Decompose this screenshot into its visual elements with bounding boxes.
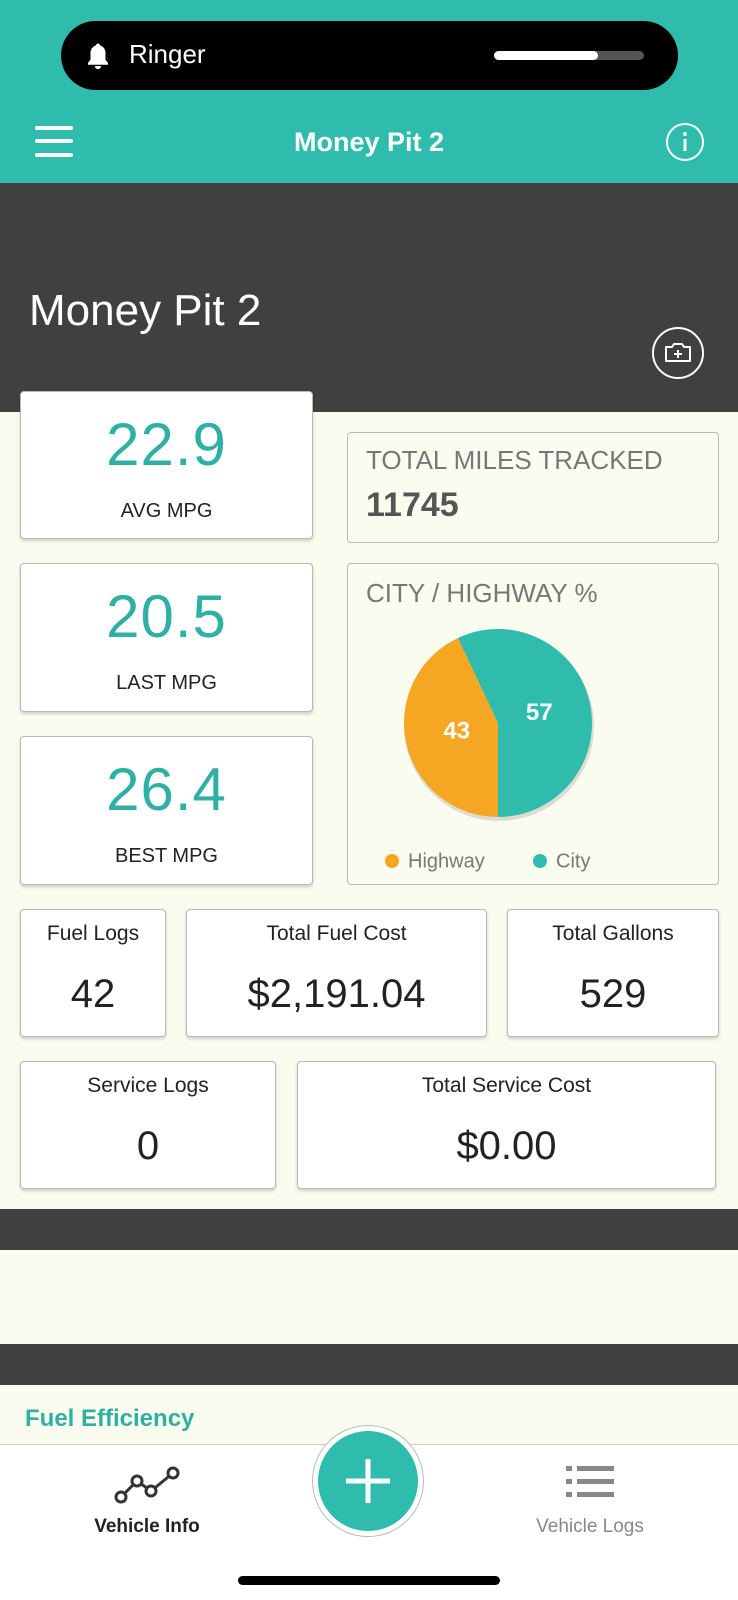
section-title: Fuel Efficiency <box>25 1405 195 1432</box>
nav-label[interactable]: Vehicle Logs <box>536 1516 644 1537</box>
mpg-card: 22.9 AVG MPG <box>20 391 313 539</box>
slice-label: 43 <box>443 718 470 745</box>
summary-value: 0 <box>136 1124 160 1168</box>
mpg-label: LAST MPG <box>116 672 217 694</box>
legend-dot <box>385 854 399 868</box>
divider-band <box>0 1344 738 1385</box>
volume-level <box>494 51 598 60</box>
summary-value: 42 <box>70 972 116 1016</box>
ringer-label: Ringer <box>129 39 206 69</box>
summary-value: 529 <box>579 972 647 1016</box>
miles-panel: TOTAL MILES TRACKED 11745 <box>347 432 719 543</box>
summary-label: Service Logs <box>87 1074 209 1097</box>
vehicle-info-icon[interactable] <box>113 1465 181 1505</box>
pie-chart: 43 57 Highway City <box>385 629 594 872</box>
pie-slice <box>457 629 593 817</box>
vehicle-name: Money Pit 2 <box>29 286 262 335</box>
summary-value: $0.00 <box>456 1124 557 1168</box>
mpg-card: 26.4 BEST MPG <box>20 736 313 885</box>
summary-card: Total Service Cost $0.00 <box>297 1061 716 1189</box>
summary-card: Total Fuel Cost $2,191.04 <box>186 909 487 1037</box>
summary-label: Total Service Cost <box>421 1074 592 1097</box>
header-title: Money Pit 2 <box>293 127 445 157</box>
chart-title: CITY / HIGHWAY % <box>366 578 598 608</box>
slice-label: 57 <box>526 699 553 726</box>
vehicle-logs-icon[interactable] <box>566 1464 614 1500</box>
legend-label: City <box>556 850 590 872</box>
summary-label: Total Fuel Cost <box>266 922 407 945</box>
summary-value: $2,191.04 <box>247 972 426 1016</box>
bell-icon <box>88 43 108 70</box>
miles-label: TOTAL MILES TRACKED <box>366 445 663 475</box>
mpg-label: BEST MPG <box>115 845 218 867</box>
mpg-value: 26.4 <box>106 756 227 823</box>
divider-band <box>0 1209 738 1250</box>
ringer-pill: Ringer <box>61 21 678 90</box>
summary-card: Fuel Logs 42 <box>20 909 166 1037</box>
summary-card: Service Logs 0 <box>20 1061 276 1189</box>
pie-panel: CITY / HIGHWAY % 43 57 Highway City <box>347 563 719 885</box>
miles-value: 11745 <box>366 486 459 524</box>
home-indicator <box>238 1576 500 1585</box>
legend-dot <box>533 854 547 868</box>
legend-label: Highway <box>408 850 485 872</box>
mpg-card: 20.5 LAST MPG <box>20 563 313 712</box>
info-icon[interactable] <box>665 122 705 162</box>
vehicle-banner <box>0 183 738 412</box>
menu-icon[interactable] <box>35 125 73 159</box>
mpg-value: 22.9 <box>106 411 227 478</box>
add-button[interactable] <box>318 1431 418 1531</box>
summary-card: Total Gallons 529 <box>507 909 719 1037</box>
nav-label[interactable]: Vehicle Info <box>94 1516 200 1537</box>
summary-label: Total Gallons <box>552 922 674 945</box>
camera-button[interactable] <box>651 326 705 380</box>
mpg-label: AVG MPG <box>120 500 213 522</box>
mpg-value: 20.5 <box>106 583 227 650</box>
pie-slice <box>404 637 498 817</box>
summary-label: Fuel Logs <box>46 922 140 945</box>
